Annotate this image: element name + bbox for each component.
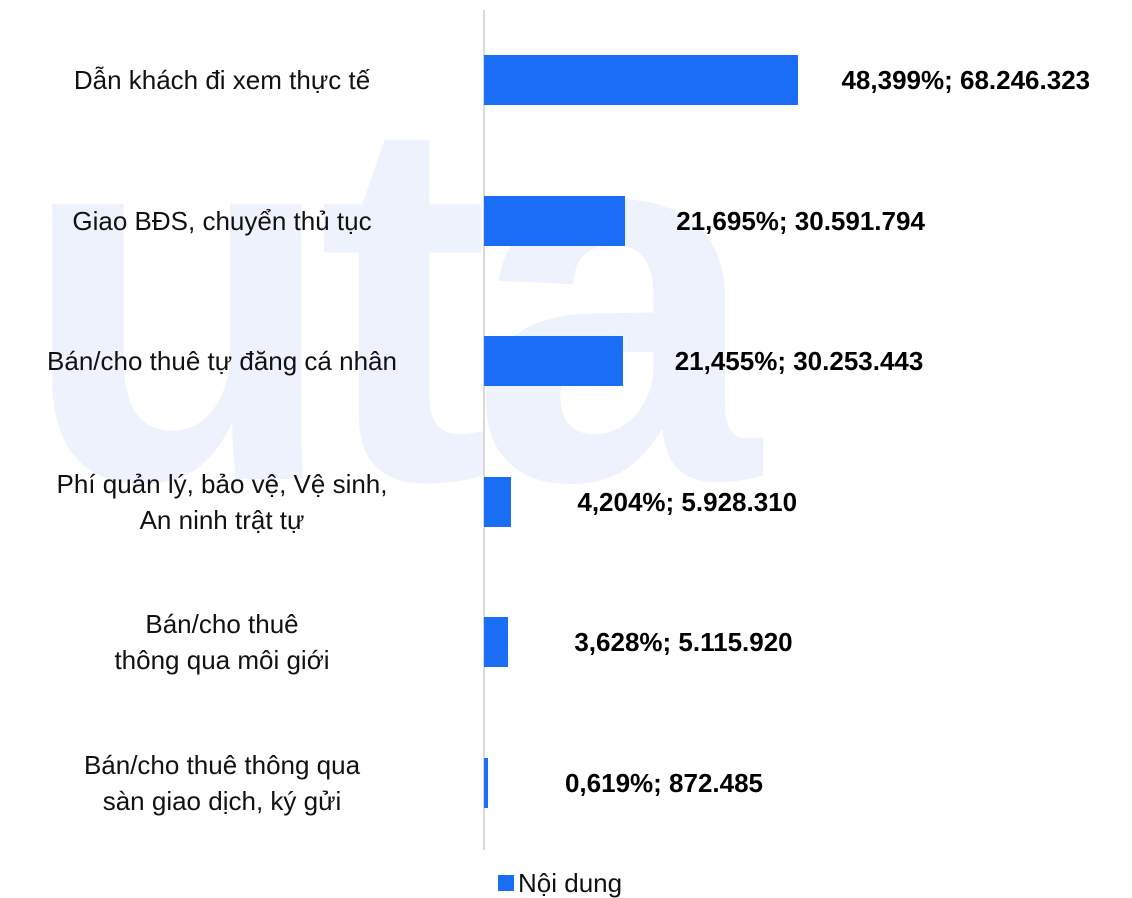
- data-label: 48,399%; 68.246.323: [841, 65, 1091, 95]
- category-label: Bán/cho thuê thông qua sàn giao dịch, ký…: [83, 750, 361, 816]
- legend-label: Nội dung: [518, 867, 623, 898]
- bar: [484, 195, 625, 246]
- legend-swatch: [498, 875, 514, 891]
- data-label: 21,455%; 30.253.443: [674, 346, 924, 377]
- category-label: Bán/cho thuê tự đăng cá nhân: [47, 346, 397, 377]
- data-label: 21,695%; 30.591.794: [676, 205, 925, 236]
- bar: [484, 758, 488, 808]
- category-label: Phí quản lý, bảo vệ, Vệ sinh, An ninh tr…: [56, 468, 388, 535]
- category-axis: [483, 10, 485, 850]
- legend: Nội dung: [498, 868, 622, 898]
- category-label: Giao BĐS, chuyển thủ tục: [72, 205, 372, 236]
- data-label: 4,204%; 5.928.310: [577, 486, 798, 517]
- bar: [484, 55, 798, 105]
- bar: [484, 617, 508, 668]
- data-label: 0,619%; 872.485: [564, 768, 764, 798]
- category-label: Bán/cho thuê thông qua môi giới: [114, 609, 330, 676]
- data-label: 3,628%; 5.115.920: [574, 627, 793, 658]
- bar: [484, 476, 512, 527]
- bar: [484, 336, 624, 387]
- category-label: Dẫn khách đi xem thực tế: [73, 65, 371, 95]
- watermark: uta: [20, 9, 760, 590]
